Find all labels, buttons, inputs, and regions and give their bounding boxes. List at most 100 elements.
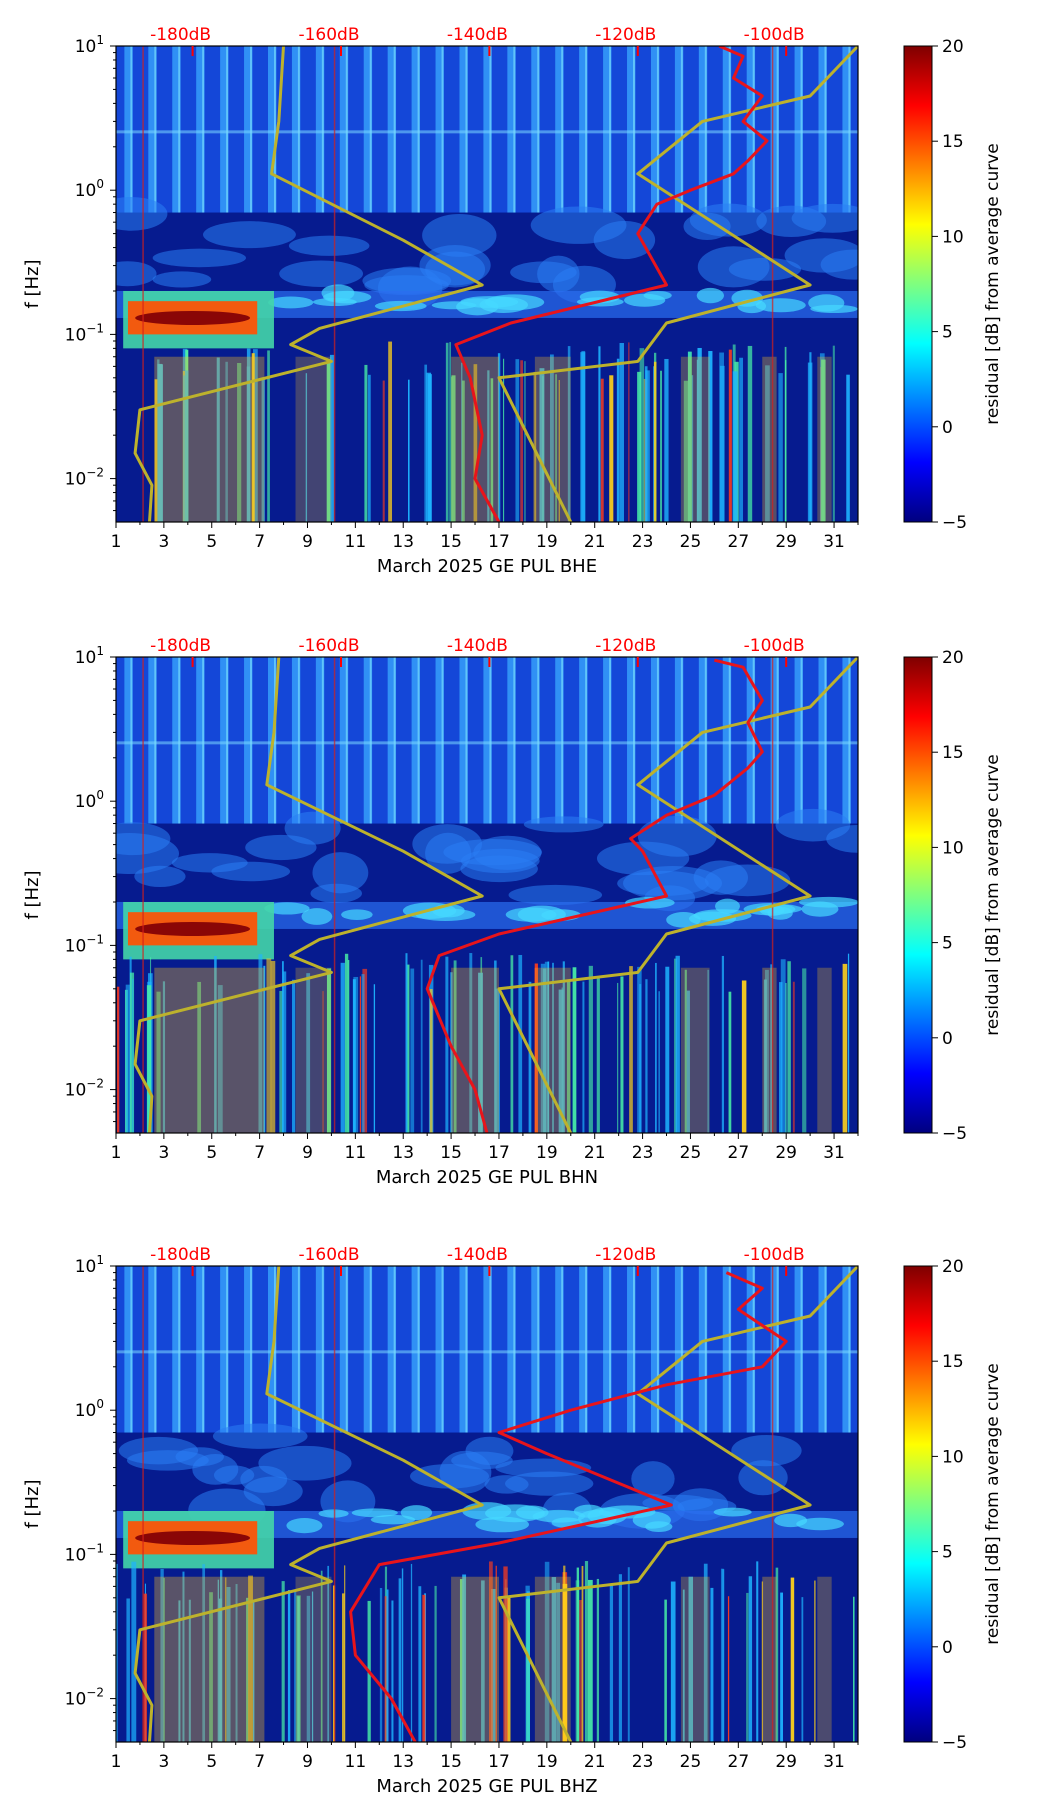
diurnal-stripe-core	[752, 1266, 755, 1433]
diurnal-stripe	[387, 1266, 397, 1433]
low-frequency-streak	[327, 1565, 330, 1742]
low-frequency-streak	[322, 991, 324, 1133]
low-frequency-streak	[146, 985, 152, 1133]
low-frequency-streak	[178, 1600, 181, 1742]
low-frequency-streak	[525, 1598, 530, 1742]
microseism-patch	[738, 1460, 788, 1496]
low-frequency-streak	[620, 976, 624, 1133]
x-axis-label: March 2025 GE PUL BHZ	[376, 1776, 597, 1797]
low-frequency-streak	[682, 1589, 685, 1742]
low-frequency-streak	[792, 981, 795, 1133]
diurnal-stripe-core	[226, 657, 229, 824]
x-tick-label: 9	[302, 532, 313, 552]
diurnal-stripe	[842, 1266, 851, 1433]
low-noise-model-curve	[133, 46, 484, 522]
diurnal-stripe	[339, 46, 349, 213]
low-frequency-streak	[163, 1577, 165, 1742]
low-frequency-streak	[518, 954, 523, 1133]
low-noise-model-curve	[133, 1266, 484, 1742]
diurnal-stripe	[842, 46, 851, 213]
x-tick-label: 3	[158, 1752, 169, 1772]
plot-frame	[115, 656, 859, 1134]
low-frequency-streak	[248, 1575, 253, 1742]
diurnal-stripe	[698, 1266, 708, 1433]
x-tick-label: 11	[345, 1143, 367, 1163]
colorbar-tick-label: −5	[942, 1124, 967, 1144]
diurnal-stripe	[531, 46, 540, 213]
low-frequency-streak	[720, 1568, 724, 1742]
diurnal-stripe	[698, 657, 708, 824]
x-tick-label: 23	[632, 1752, 654, 1772]
diurnal-stripe-core	[489, 1266, 492, 1433]
diurnal-stripe-core	[704, 657, 707, 824]
low-frequency-streak	[388, 341, 393, 522]
diurnal-stripe	[650, 657, 660, 824]
low-frequency-streak	[719, 352, 724, 522]
low-frequency-streak	[721, 955, 725, 1133]
microseism-burst	[351, 1508, 398, 1518]
plot-frame	[115, 45, 859, 523]
transient-line	[771, 657, 774, 1133]
diurnal-stripe-core	[776, 46, 779, 213]
diurnal-stripe-core	[321, 657, 324, 824]
low-frequency-streak	[741, 980, 747, 1133]
low-frequency-streak	[296, 1595, 301, 1742]
diurnal-stripe	[148, 46, 157, 213]
diurnal-stripe	[483, 657, 492, 824]
diurnal-stripe	[650, 46, 660, 213]
diurnal-stripe-core	[369, 657, 372, 824]
x-tick-label: 27	[728, 1752, 750, 1772]
diurnal-stripe	[555, 46, 564, 213]
microseism-patch	[775, 808, 851, 842]
diurnal-stripe-core	[513, 46, 516, 213]
y-tick-exponent: −1	[86, 321, 104, 335]
diurnal-stripe-core	[800, 1266, 803, 1433]
low-frequency-streak	[410, 968, 415, 1133]
low-frequency-streak	[451, 376, 453, 522]
storm-peak	[135, 921, 251, 936]
microseism-patch	[508, 884, 603, 906]
tonal-line	[116, 130, 858, 134]
diurnal-stripe-core	[800, 657, 803, 824]
microseism-burst	[475, 1516, 530, 1533]
low-frequency-streak	[566, 981, 571, 1133]
diurnal-stripe	[459, 1266, 468, 1433]
colorbar-tick-label: 0	[942, 418, 953, 438]
x-axis-label: March 2025 GE PUL BHE	[377, 556, 597, 577]
diurnal-stripe	[770, 46, 780, 213]
microseism-burst	[799, 896, 858, 908]
low-frequency-streak	[311, 1591, 314, 1742]
diurnal-stripe	[172, 1266, 181, 1433]
low-frequency-streak	[373, 984, 376, 1133]
microseism-patch	[288, 235, 370, 256]
diurnal-stripe	[124, 46, 133, 213]
low-frequency-streak	[225, 1577, 227, 1742]
earthquake-event	[680, 967, 710, 1133]
microseism-burst	[666, 912, 701, 928]
db-scale-label: -100dB	[744, 636, 805, 656]
db-scale-label: -160dB	[298, 25, 359, 45]
low-frequency-streak	[703, 1563, 708, 1742]
microseism-patch	[623, 866, 723, 901]
low-frequency-streak	[809, 352, 812, 522]
transient-line	[142, 1266, 144, 1742]
diurnal-stripe-core	[441, 46, 444, 213]
low-frequency-streak	[801, 1597, 804, 1742]
microseism-burst	[573, 1504, 604, 1518]
low-frequency-streak	[616, 358, 620, 522]
colorbar-tick-label: −5	[942, 513, 967, 533]
low-frequency-streak	[551, 1577, 557, 1742]
diurnal-stripe-core	[393, 1266, 396, 1433]
diurnal-stripe-core	[202, 657, 205, 824]
diurnal-stripe-core	[609, 1266, 611, 1433]
low-frequency-streak	[391, 1600, 394, 1742]
low-frequency-streak	[450, 972, 453, 1133]
low-frequency-streak	[502, 358, 505, 522]
low-frequency-streak	[401, 1568, 404, 1742]
tonal-line	[116, 1350, 858, 1354]
diurnal-stripe-core	[633, 46, 635, 213]
colorbar	[903, 656, 933, 1134]
colorbar-label: residual [dB] from average curve	[983, 143, 1003, 424]
diurnal-stripe-core	[728, 1266, 731, 1433]
